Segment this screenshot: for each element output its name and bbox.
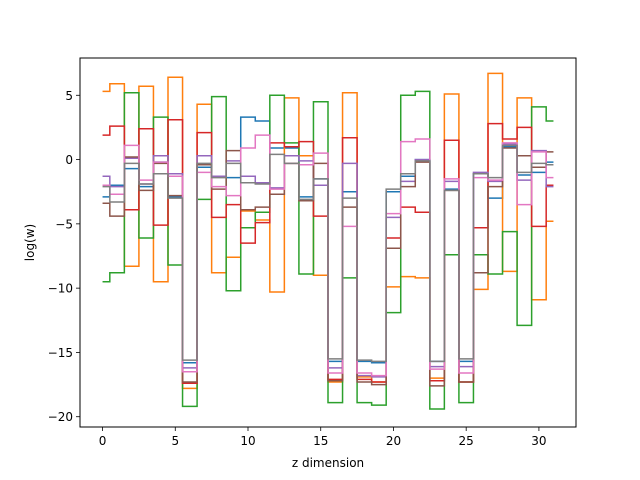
- plot-frame: [79, 57, 577, 428]
- x-axis: 0 5 10 15 20 25 30: [99, 427, 547, 448]
- x-tick-label: 15: [313, 434, 328, 448]
- y-tick-label: −20: [48, 410, 73, 424]
- y-tick-label: −5: [55, 217, 73, 231]
- x-tick-label: 30: [531, 434, 546, 448]
- x-tick-label: 20: [386, 434, 401, 448]
- x-tick-label: 10: [240, 434, 255, 448]
- y-axis-label: log(w): [23, 224, 37, 261]
- y-tick-label: −15: [48, 346, 73, 360]
- x-tick-label: 5: [171, 434, 179, 448]
- series-layer: [102, 72, 554, 410]
- y-tick-label: 0: [65, 153, 73, 167]
- y-tick-label: 5: [65, 89, 73, 103]
- y-tick-label: −10: [48, 282, 73, 296]
- x-tick-label: 25: [459, 434, 474, 448]
- y-axis: −20 −15 −10 −5 0 5: [48, 89, 80, 424]
- x-axis-label: z dimension: [292, 456, 364, 470]
- series-line-8: [102, 144, 554, 363]
- x-tick-label: 0: [99, 434, 107, 448]
